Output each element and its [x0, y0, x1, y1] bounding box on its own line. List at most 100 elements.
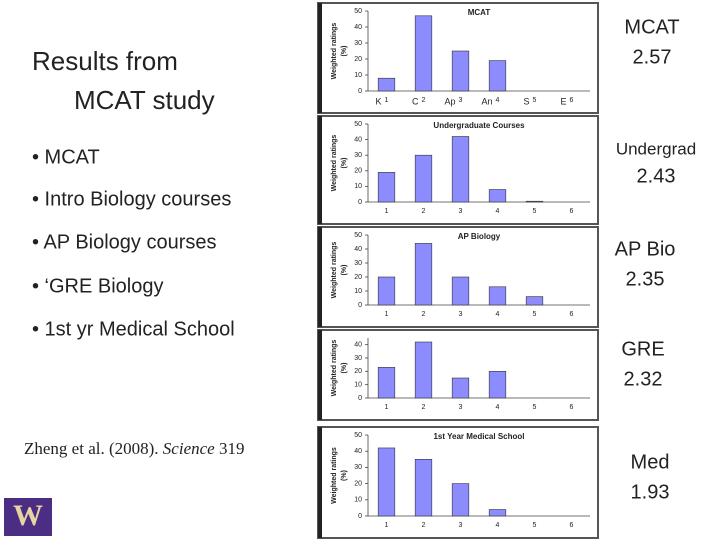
y-tick-label: 30	[354, 152, 362, 159]
bar	[451, 377, 470, 399]
bullet: • Intro Biology courses	[32, 188, 231, 210]
y-tick-label: 0	[358, 88, 362, 95]
y-tick-label: 0	[358, 302, 362, 309]
x-tick-label: 3	[459, 404, 463, 411]
chart-frame-edge	[318, 427, 322, 538]
y-axis-label: (%)	[341, 265, 348, 276]
bar	[414, 15, 433, 92]
bar	[488, 60, 507, 92]
chart-title: AP Biology	[458, 232, 501, 241]
chart: Undergraduate Courses Weighted ratings (%)…	[317, 115, 599, 225]
score-label: MCAT	[624, 16, 679, 38]
slide-title: MCAT study	[74, 85, 215, 115]
category-annotation: C	[412, 96, 419, 106]
chart-frame-edge	[318, 227, 322, 327]
x-tick-label: 3	[459, 522, 463, 529]
score-label: AP Bio	[615, 238, 676, 260]
x-tick-label: 5	[533, 208, 537, 215]
chart: Weighted ratings (%) 0 10 20 30 40 1 2 3 4 5 6	[317, 329, 599, 421]
bar	[525, 296, 544, 306]
x-tick-label: 1	[385, 208, 389, 215]
x-tick-label: 1	[385, 97, 389, 104]
bar	[377, 367, 396, 399]
y-tick-label: 20	[354, 274, 362, 281]
x-tick-label: 6	[570, 404, 574, 411]
x-tick-label: 2	[422, 404, 426, 411]
bar	[451, 483, 470, 517]
chart-frame-edge	[318, 330, 322, 420]
x-tick-label: 6	[570, 311, 574, 318]
y-tick-label: 20	[354, 56, 362, 63]
score-value: 2.32	[624, 368, 663, 390]
chart-title: MCAT	[468, 8, 491, 17]
bullet: • 1st yr Medical School	[32, 318, 235, 340]
y-tick-label: 20	[354, 168, 362, 175]
bar	[488, 371, 507, 399]
y-axis-label: (%)	[341, 363, 348, 374]
y-tick-label: 50	[354, 8, 362, 15]
y-tick-label: 50	[354, 432, 362, 439]
x-tick-label: 4	[496, 97, 500, 104]
x-tick-label: 6	[570, 522, 574, 529]
x-tick-label: 4	[496, 208, 500, 215]
y-tick-label: 10	[354, 72, 362, 79]
bar	[451, 136, 470, 203]
y-tick-label: 40	[354, 448, 362, 455]
bar	[525, 200, 544, 203]
y-tick-label: 10	[354, 497, 362, 504]
bullet: • AP Biology courses	[32, 231, 217, 253]
citation-journal: Science	[163, 439, 215, 458]
y-tick-label: 0	[358, 513, 362, 520]
y-tick-label: 30	[354, 40, 362, 47]
x-tick-label: 5	[533, 311, 537, 318]
x-tick-label: 2	[422, 522, 426, 529]
logo-letter: W	[13, 499, 43, 532]
bar	[377, 447, 396, 517]
bullet: • MCAT	[32, 146, 100, 168]
y-tick-label: 30	[354, 260, 362, 267]
citation-authors: Zheng et al. (2008).	[24, 439, 159, 458]
bar	[414, 341, 433, 399]
x-tick-label: 6	[570, 208, 574, 215]
y-tick-label: 50	[354, 121, 362, 128]
y-tick-label: 20	[354, 368, 362, 375]
x-tick-label: 5	[533, 522, 537, 529]
bar	[488, 189, 507, 203]
score-value: 2.43	[637, 165, 676, 187]
y-tick-label: 40	[354, 342, 362, 349]
x-tick-label: 1	[385, 522, 389, 529]
chart-title: 1st Year Medical School	[433, 432, 524, 441]
score-label: Med	[631, 451, 670, 473]
x-tick-label: 4	[496, 311, 500, 318]
x-tick-label: 5	[533, 404, 537, 411]
score-value: 2.57	[633, 46, 672, 68]
y-tick-label: 10	[354, 183, 362, 190]
y-tick-label: 40	[354, 24, 362, 31]
bar	[451, 276, 470, 306]
category-annotation: An	[481, 96, 492, 106]
chart: AP Biology Weighted ratings (%) 0 10 20 30 40 50…	[317, 226, 599, 328]
category-annotation: S	[523, 96, 529, 106]
y-axis-label: Weighted ratings	[331, 135, 338, 192]
chart-frame-edge	[318, 116, 322, 224]
chart-title: Undergraduate Courses	[433, 121, 525, 130]
x-tick-label: 1	[385, 404, 389, 411]
bar	[414, 243, 433, 306]
x-tick-label: 6	[570, 97, 574, 104]
y-tick-label: 10	[354, 382, 362, 389]
x-tick-label: 2	[422, 311, 426, 318]
y-tick-label: 20	[354, 480, 362, 487]
score-value: 1.93	[631, 481, 670, 503]
category-annotation: E	[560, 96, 566, 106]
x-tick-label: 3	[459, 311, 463, 318]
x-tick-label: 2	[422, 97, 426, 104]
x-tick-label: 5	[533, 97, 537, 104]
bar	[414, 154, 433, 203]
chart-frame-edge	[318, 3, 322, 113]
x-tick-label: 1	[385, 311, 389, 318]
y-tick-label: 0	[358, 199, 362, 206]
chart-frame	[317, 329, 599, 421]
y-axis-label: Weighted ratings	[331, 447, 338, 504]
bullet: • ‘GRE Biology	[32, 275, 164, 297]
